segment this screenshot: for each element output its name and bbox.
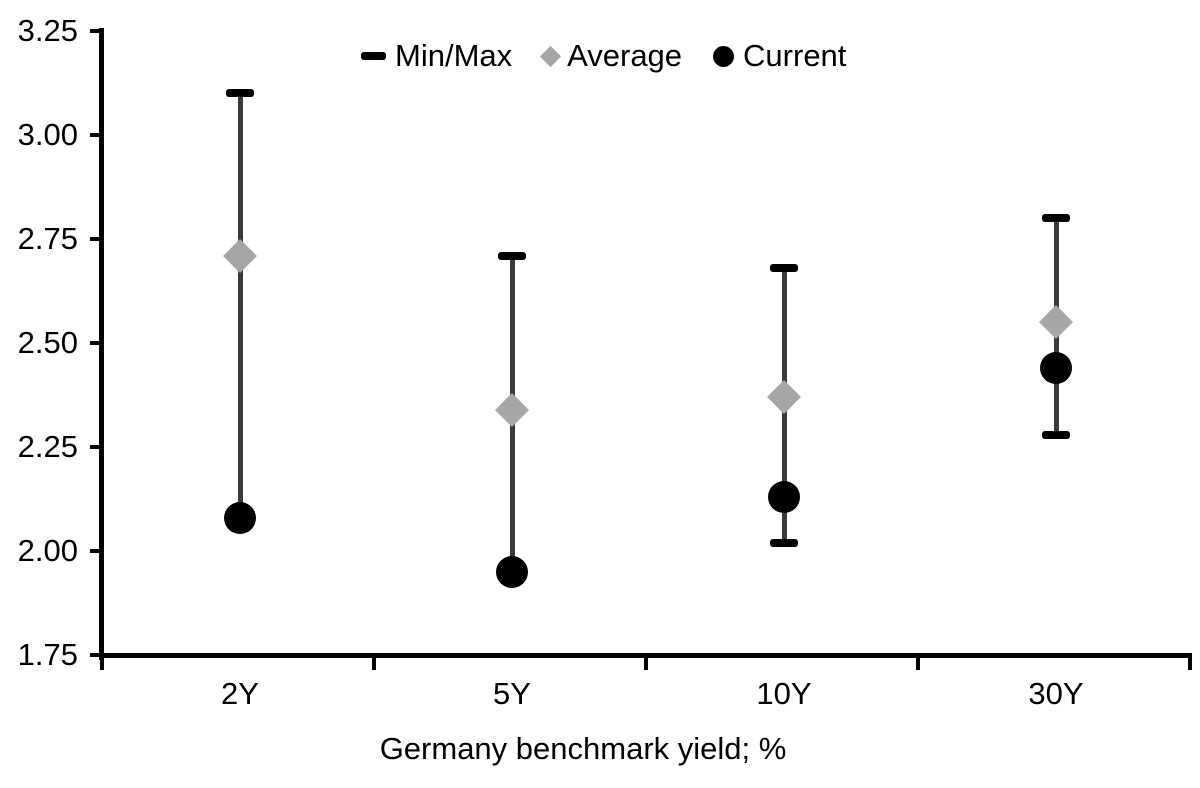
y-tick — [90, 133, 103, 137]
x-tick — [915, 658, 920, 670]
current-circle-icon — [1040, 351, 1072, 384]
average-diamond-icon — [540, 45, 562, 67]
current-circle-icon — [496, 555, 528, 588]
y-tick — [90, 29, 103, 33]
legend-label-minmax: Min/Max — [395, 38, 513, 73]
minmax-whisker-line — [237, 93, 243, 518]
average-diamond-icon — [223, 238, 257, 273]
x-tick-label: 30Y — [1028, 676, 1084, 711]
x-tick — [371, 658, 376, 670]
average-diamond-icon — [1039, 305, 1073, 340]
y-tick — [90, 341, 103, 345]
y-tick-label: 2.50 — [17, 325, 78, 360]
max-cap-icon — [498, 251, 526, 260]
y-tick — [90, 237, 103, 241]
min-cap-icon — [770, 538, 798, 547]
x-tick — [1187, 658, 1192, 670]
y-tick — [90, 653, 103, 657]
y-tick-label: 1.75 — [17, 637, 78, 672]
y-tick-label: 2.00 — [17, 533, 78, 568]
y-tick — [90, 445, 103, 449]
x-tick-label: 2Y — [221, 676, 259, 711]
max-cap-icon — [226, 89, 254, 98]
current-circle-icon — [768, 480, 800, 513]
minmax-dash-icon — [361, 52, 386, 60]
current-circle-icon — [224, 501, 256, 534]
y-tick-label: 2.25 — [17, 429, 78, 464]
min-cap-icon — [1042, 430, 1070, 439]
x-tick — [99, 658, 104, 670]
y-tick-label: 3.00 — [17, 117, 78, 152]
average-diamond-icon — [767, 380, 801, 415]
y-tick-label: 3.25 — [17, 13, 78, 48]
y-tick — [90, 549, 103, 553]
max-cap-icon — [1042, 214, 1070, 223]
current-circle-icon — [713, 45, 735, 67]
legend-item-average: Average — [540, 38, 683, 73]
x-axis-line — [99, 653, 1192, 658]
chart-legend: Min/Max Average Current — [361, 39, 846, 73]
x-tick-label: 10Y — [756, 676, 812, 711]
average-diamond-icon — [495, 392, 529, 427]
x-tick — [643, 658, 648, 670]
x-tick-label: 5Y — [493, 676, 531, 711]
y-tick-label: 2.75 — [17, 221, 78, 256]
legend-item-minmax: Min/Max — [361, 39, 512, 73]
max-cap-icon — [770, 264, 798, 273]
legend-label-average: Average — [567, 38, 683, 73]
legend-item-current: Current — [713, 39, 846, 73]
x-axis-title: Germany benchmark yield; % — [379, 731, 787, 766]
legend-label-current: Current — [743, 38, 847, 73]
